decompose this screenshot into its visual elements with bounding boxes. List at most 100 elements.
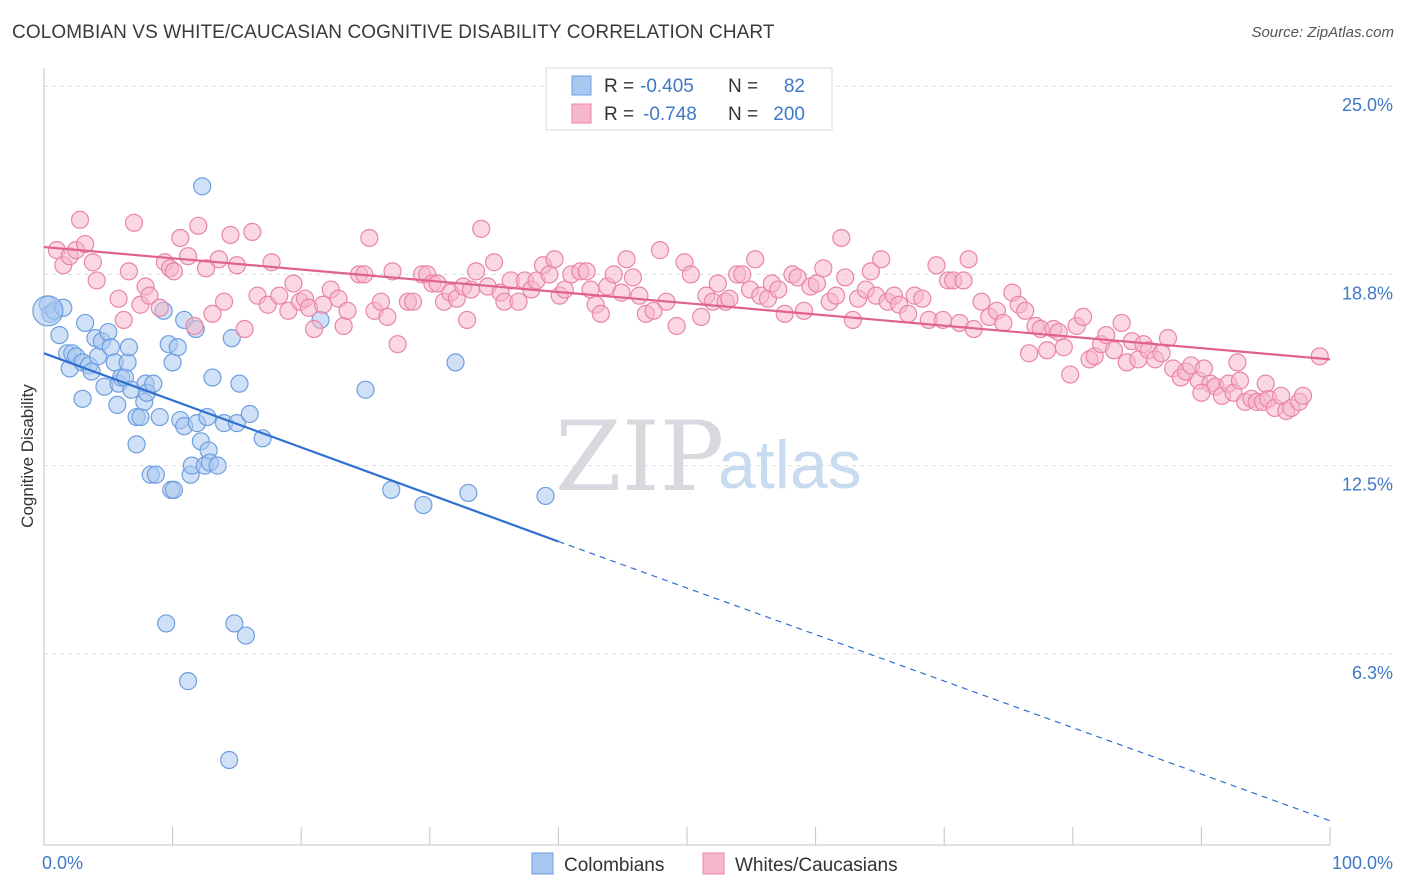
whites-point-4 [70, 210, 90, 229]
y-tick-label-1: 12.5% [1342, 475, 1393, 495]
whites-point-21 [185, 316, 204, 336]
whites-point-115 [775, 304, 794, 323]
whites-point-23 [196, 259, 216, 278]
whites-point-78 [540, 265, 559, 284]
whites-point-44 [334, 316, 353, 336]
legend-n-value-whites: 200 [773, 104, 805, 125]
whites-point-66 [466, 262, 486, 281]
whites-point-45 [338, 301, 357, 320]
whites-point-10 [119, 262, 138, 281]
colombians-point-54 [193, 177, 212, 196]
colombians-point-29 [127, 435, 146, 454]
whites-point-150 [994, 313, 1013, 333]
whites-point-137 [913, 289, 932, 308]
colombians-point-64 [225, 614, 244, 633]
whites-point-95 [644, 301, 663, 320]
y-tick-label-0: 6.3% [1352, 663, 1393, 683]
whites-point-91 [617, 250, 636, 269]
whites-point-110 [746, 250, 765, 269]
whites-point-200 [1293, 386, 1313, 405]
colombians-point-66 [230, 374, 249, 393]
legend-swatch-whites [571, 103, 592, 124]
whites-point-11 [124, 213, 144, 232]
whites-point-131 [872, 250, 891, 269]
whites-point-22 [189, 216, 208, 235]
y-tick-labels: 6.3% 12.5% 18.8% 25.0% [1342, 95, 1393, 683]
x-axis-ticks [43, 827, 1331, 845]
series-colombians-points [32, 177, 555, 770]
series-legend: Colombians Whites/Caucasians [531, 852, 898, 876]
watermark-atlas: atlas [718, 427, 862, 503]
colombians-point-74 [446, 353, 465, 372]
chart-source: Source: ZipAtlas.com [1251, 24, 1394, 41]
colombians-point-75 [459, 483, 478, 503]
bottom-legend-label-colombians: Colombians [564, 855, 664, 876]
colombians-point-71 [356, 380, 375, 399]
colombians-point-18 [99, 322, 118, 342]
series-whites-points [47, 210, 1329, 421]
y-axis-label: Cognitive Disability [18, 384, 37, 528]
watermark: ZIP atlas [555, 401, 862, 513]
watermark-zip: ZIP [555, 401, 724, 513]
whites-point-48 [360, 228, 379, 248]
whites-point-147 [972, 292, 991, 311]
whites-point-124 [832, 228, 851, 248]
whites-point-89 [604, 265, 623, 284]
whites-point-177 [1158, 329, 1178, 348]
whites-point-9 [114, 310, 133, 330]
whites-point-81 [555, 280, 574, 299]
whites-point-144 [954, 271, 973, 290]
legend-n-value-colombians: 82 [784, 76, 805, 97]
whites-point-125 [836, 268, 855, 287]
whites-point-126 [843, 310, 862, 330]
whites-point-73 [509, 292, 528, 311]
whites-point-161 [1061, 365, 1080, 384]
colombians-point-30 [131, 407, 150, 427]
colombians-point-3 [50, 325, 69, 345]
whites-point-25 [209, 250, 228, 269]
whites-point-18 [164, 262, 183, 281]
whites-point-96 [650, 241, 670, 260]
colombians-point-25 [118, 353, 137, 372]
colombians-point-19 [101, 338, 120, 357]
y-tick-label-2: 18.8% [1342, 283, 1393, 303]
colombians-point-10 [73, 389, 92, 408]
whites-point-100 [681, 265, 700, 284]
whites-point-183 [1194, 359, 1214, 378]
whites-point-93 [630, 286, 649, 305]
whites-point-52 [383, 262, 402, 281]
y-tick-label-3: 25.0% [1342, 95, 1393, 115]
whites-point-29 [235, 319, 254, 339]
whites-point-101 [692, 307, 711, 326]
whites-point-7 [87, 271, 106, 290]
whites-point-24 [203, 304, 222, 323]
whites-point-92 [623, 268, 643, 287]
whites-point-154 [1019, 344, 1039, 363]
whites-point-64 [457, 310, 477, 330]
legend-n-label-colombians: N = [728, 76, 758, 97]
colombians-point-59 [203, 368, 222, 387]
whites-point-168 [1104, 341, 1124, 360]
whites-point-41 [313, 295, 333, 314]
colombians-point-42 [163, 353, 182, 372]
colombians-point-72 [382, 480, 401, 499]
whites-point-159 [1049, 322, 1068, 342]
legend-r-label-colombians: R = [604, 76, 634, 97]
whites-point-87 [591, 304, 610, 323]
trend-line-whites [43, 245, 1331, 361]
whites-point-5 [76, 234, 95, 254]
whites-point-160 [1054, 338, 1073, 357]
whites-point-67 [472, 219, 491, 238]
colombians-point-cluster [32, 295, 64, 327]
colombians-point-63 [222, 329, 241, 348]
whites-point-79 [545, 250, 564, 269]
whites-point-114 [769, 280, 788, 299]
whites-point-20 [178, 247, 198, 266]
bottom-legend-swatch-colombians [531, 852, 554, 875]
whites-point-169 [1112, 313, 1131, 333]
colombians-point-36 [146, 465, 165, 484]
whites-point-36 [284, 274, 303, 293]
whites-point-120 [807, 274, 826, 293]
whites-point-104 [708, 274, 727, 293]
